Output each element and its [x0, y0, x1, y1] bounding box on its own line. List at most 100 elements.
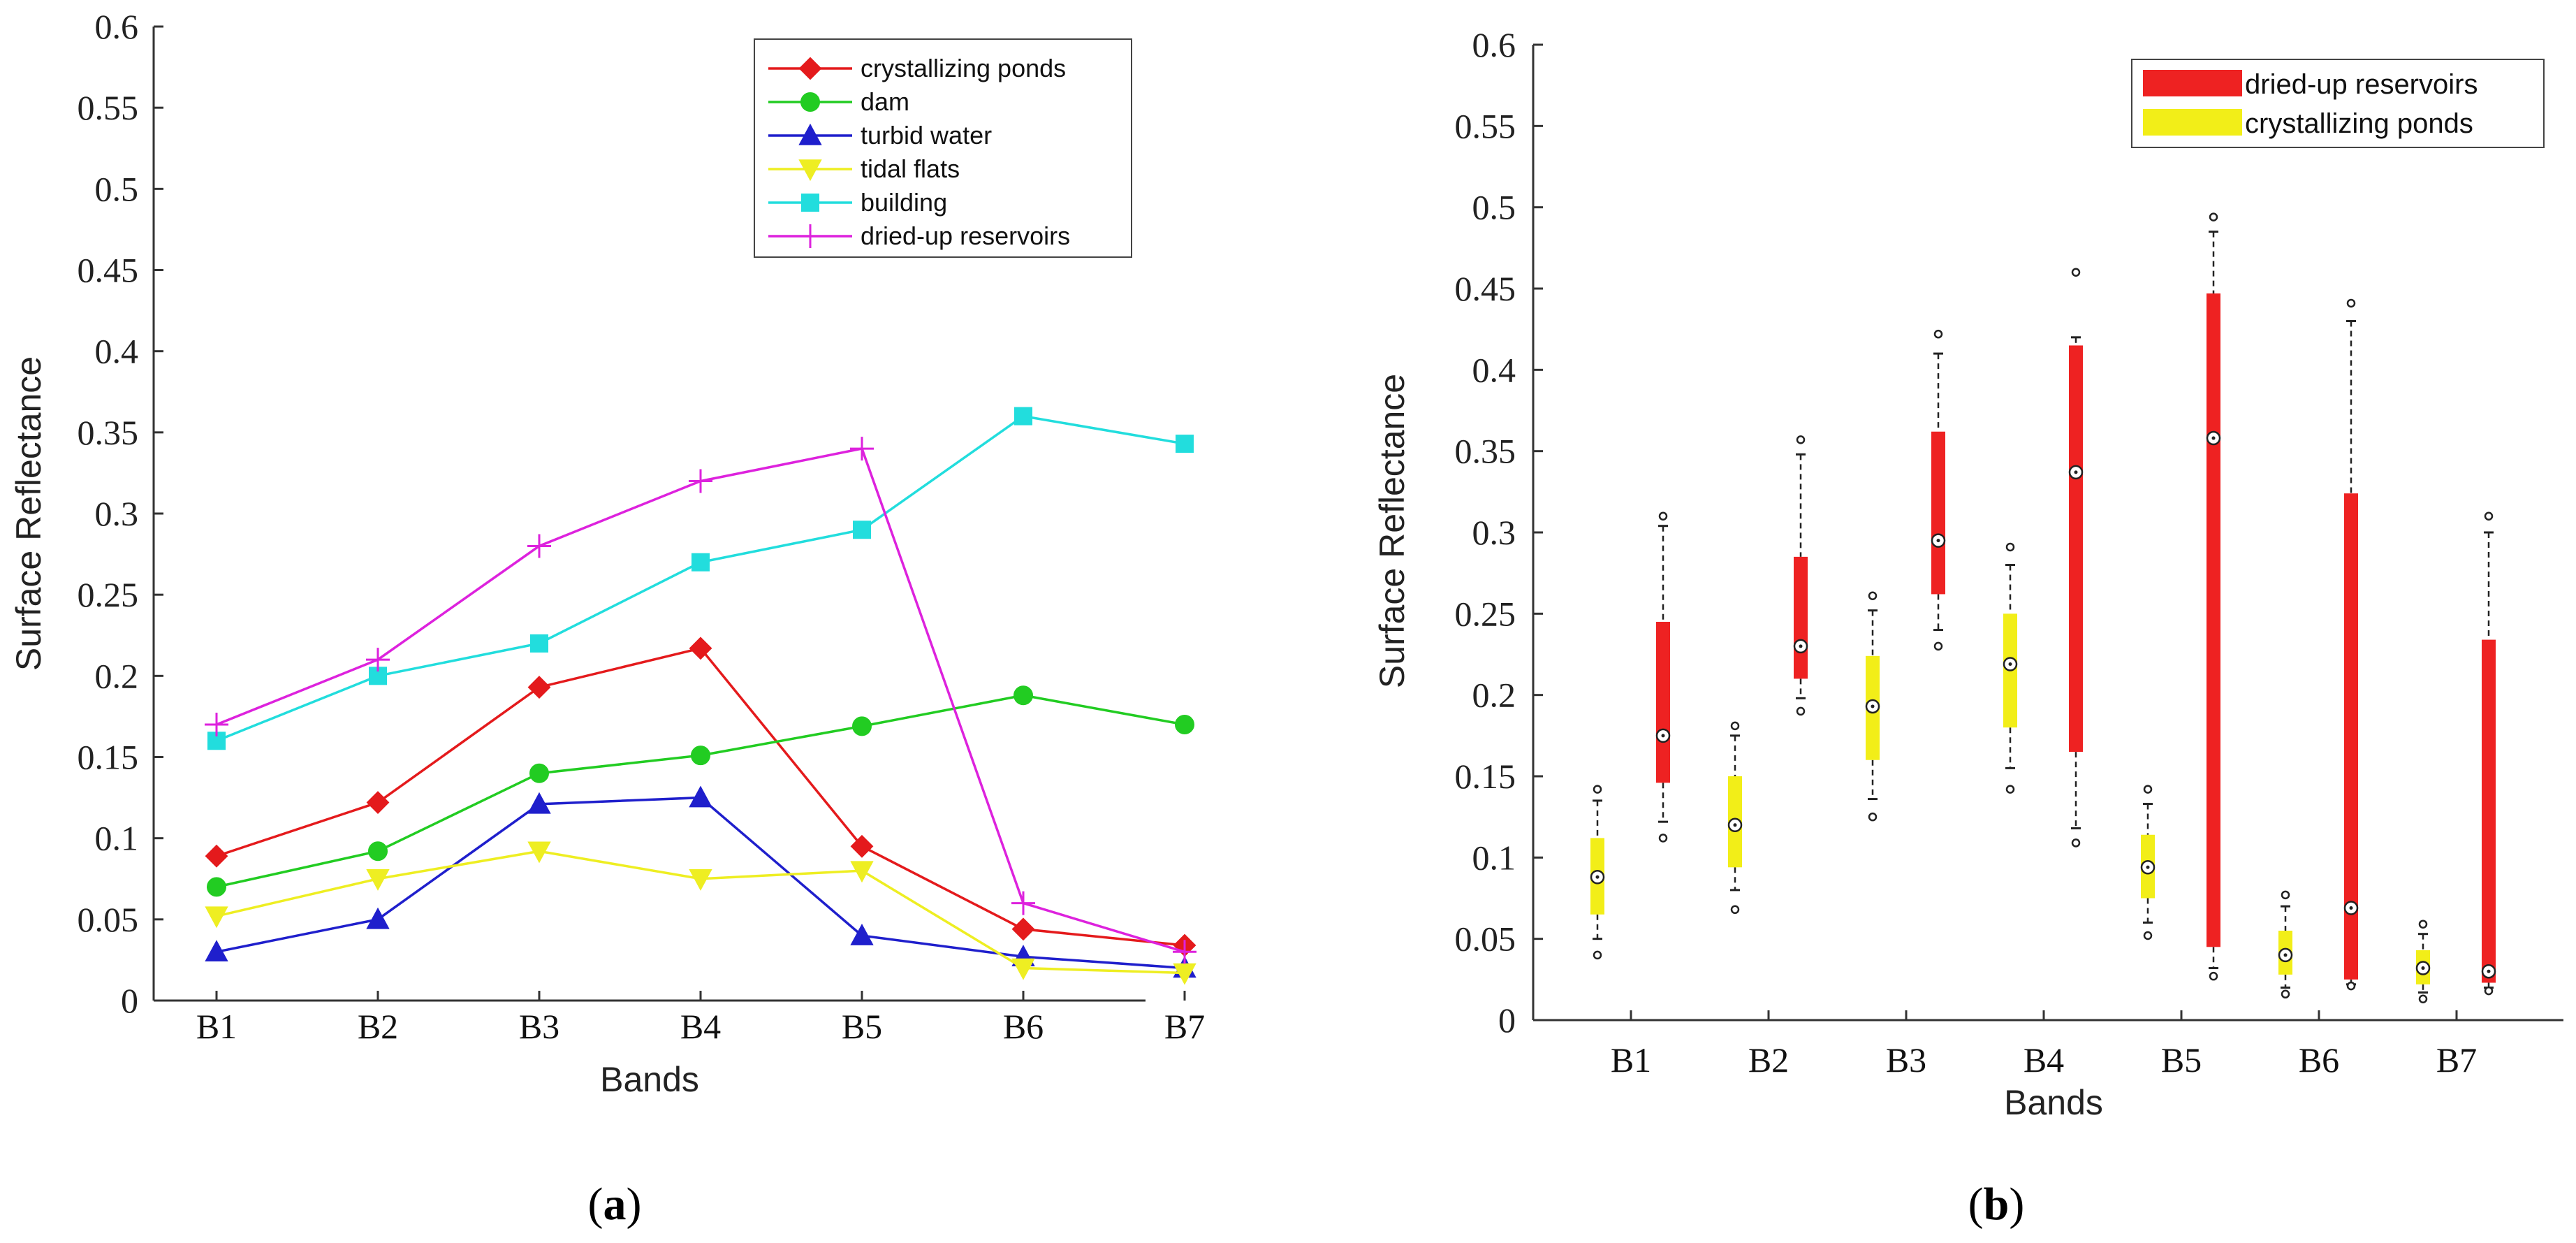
outlier-low [2005, 785, 2015, 794]
point-building-b4 [691, 553, 710, 572]
box-dried-up-reservoirs-b1 [1655, 511, 1671, 843]
panel-b-y-tick-label: 0.2 [1472, 676, 1516, 715]
panel-a-caption: (a) [588, 1179, 642, 1230]
point-building-b3 [530, 634, 548, 653]
point-tidal-flats-b3 [527, 841, 551, 864]
panel-b-y-tick-label: 0.5 [1472, 188, 1516, 227]
legend-marker-dried-up-reservoirs [798, 224, 822, 248]
point-crystallizing-ponds-b2 [366, 791, 390, 814]
legend-swatch [2143, 70, 2242, 96]
box-crystallizing-ponds-b1 [1590, 785, 1605, 960]
point-dried-up-reservoirs-b5 [850, 437, 874, 461]
panel-a-x-tick-label: B2 [358, 1007, 398, 1046]
panel-b-x-tick-label: B6 [2299, 1040, 2339, 1080]
point-dam-b6 [1013, 685, 1033, 706]
panel-a-y-tick-label: 0.55 [78, 88, 139, 127]
point-dam-b2 [368, 841, 388, 862]
legend-label: crystallizing ponds [861, 54, 1066, 82]
series-tidal-flats [205, 841, 1196, 985]
median-dot [2487, 969, 2491, 973]
point-dam-b1 [207, 877, 226, 897]
legend-swatch [2143, 109, 2242, 136]
median-dot [2008, 662, 2012, 666]
legend-label: dam [861, 87, 909, 116]
outlier-high [1796, 435, 1806, 444]
box-body [1656, 621, 1670, 783]
point-crystallizing-ponds-b5 [850, 834, 874, 858]
legend-item-dam: dam [768, 87, 909, 116]
legend-marker-crystallizing-ponds [798, 57, 822, 80]
panel-a-y-tick-label: 0.15 [78, 738, 139, 777]
panel-b-caption-letter: b [1984, 1179, 2010, 1230]
panel-b-y-tick-label: 0.35 [1455, 432, 1516, 471]
panel-a-y-tick-label: 0.4 [95, 332, 139, 371]
median-dot [1595, 875, 1600, 879]
point-turbid-water-b1 [205, 940, 228, 962]
point-tidal-flats-b4 [689, 869, 712, 891]
box-series-dried-up-reservoirs [1655, 212, 2496, 996]
panel-a-x-tick-label: B3 [519, 1007, 559, 1046]
panel-a-y-tick-label: 0.1 [95, 819, 139, 858]
point-turbid-water-b4 [689, 785, 712, 808]
legend-item-dried-up-reservoirs: dried-up reservoirs [2143, 69, 2478, 100]
point-tidal-flats-b1 [205, 906, 228, 929]
outlier-low [1593, 950, 1602, 960]
legend-item-dried-up-reservoirs: dried-up reservoirs [768, 221, 1070, 250]
legend-item-crystallizing-ponds: crystallizing ponds [768, 54, 1066, 82]
outlier-high [1730, 721, 1740, 731]
panel-a-y-tick-label: 0.5 [95, 169, 139, 208]
panel-b-x-tick-label: B5 [2161, 1040, 2202, 1080]
point-dam-b5 [852, 716, 872, 736]
outlier-high [1658, 511, 1668, 521]
point-turbid-water-b3 [527, 792, 551, 814]
panel-a-y-axis-title: Surface Reflectance [9, 356, 48, 671]
outlier-high [2143, 785, 2153, 794]
panel-a-y-tick-label: 0.2 [95, 656, 139, 695]
box-crystallizing-ponds-b6 [2278, 890, 2293, 999]
box-body [2069, 345, 2083, 753]
median-dot [1799, 644, 1803, 648]
median-dot [2283, 953, 2288, 957]
legend-item-crystallizing-ponds: crystallizing ponds [2143, 108, 2473, 139]
panel-a-y-tick-label: 0.25 [78, 575, 139, 614]
panel-b-y-axis-title: Surface Reflectance [1373, 374, 1412, 688]
point-dried-up-reservoirs-b7 [1173, 940, 1196, 964]
outlier-high [2346, 298, 2356, 308]
outlier-low [2143, 931, 2153, 940]
legend-label: turbid water [861, 121, 992, 150]
point-turbid-water-b5 [850, 923, 874, 945]
point-crystallizing-ponds-b6 [1011, 917, 1035, 941]
point-crystallizing-ponds-b1 [205, 844, 228, 868]
box-body [2482, 639, 2496, 983]
box-dried-up-reservoirs-b4 [2068, 268, 2084, 848]
legend-marker-building [801, 194, 819, 212]
box-crystallizing-ponds-b4 [2003, 542, 2018, 794]
legend-item-turbid-water: turbid water [768, 121, 992, 150]
point-dam-b7 [1175, 715, 1194, 735]
outlier-high [2209, 212, 2218, 221]
outlier-low [1730, 905, 1740, 915]
panel-b-x-tick-label: B7 [2436, 1040, 2477, 1080]
median-dot [2211, 436, 2216, 440]
panel-b-y-tick-label: 0.55 [1455, 106, 1516, 145]
point-dried-up-reservoirs-b2 [366, 648, 390, 672]
outlier-low [1868, 812, 1878, 822]
panel-b-x-tick-label: B2 [1748, 1040, 1789, 1080]
box-body [1794, 556, 1808, 679]
point-building-b5 [853, 521, 871, 539]
point-turbid-water-b2 [366, 907, 390, 929]
outlier-high [2418, 919, 2428, 929]
point-dam-b4 [691, 746, 710, 766]
panel-b-y-tick-label: 0.1 [1472, 838, 1516, 877]
series-dried-up-reservoirs [205, 437, 1196, 964]
outlier-low [1933, 641, 1943, 651]
box-crystallizing-ponds-b2 [1727, 721, 1743, 915]
legend-marker-turbid-water [798, 123, 822, 145]
point-tidal-flats-b7 [1173, 963, 1196, 985]
panel-b-y-tick-label: 0.6 [1472, 25, 1516, 64]
outlier-low [1658, 834, 1668, 843]
panel-b-box-chart: 0 0.05 0.1 0.15 0.2 0.25 0.3 0.35 0.4 0.45 0.5 0.55… [1373, 25, 2563, 1230]
median-dot [1936, 539, 1940, 543]
panel-b-y-tick-label: 0.4 [1472, 350, 1516, 389]
